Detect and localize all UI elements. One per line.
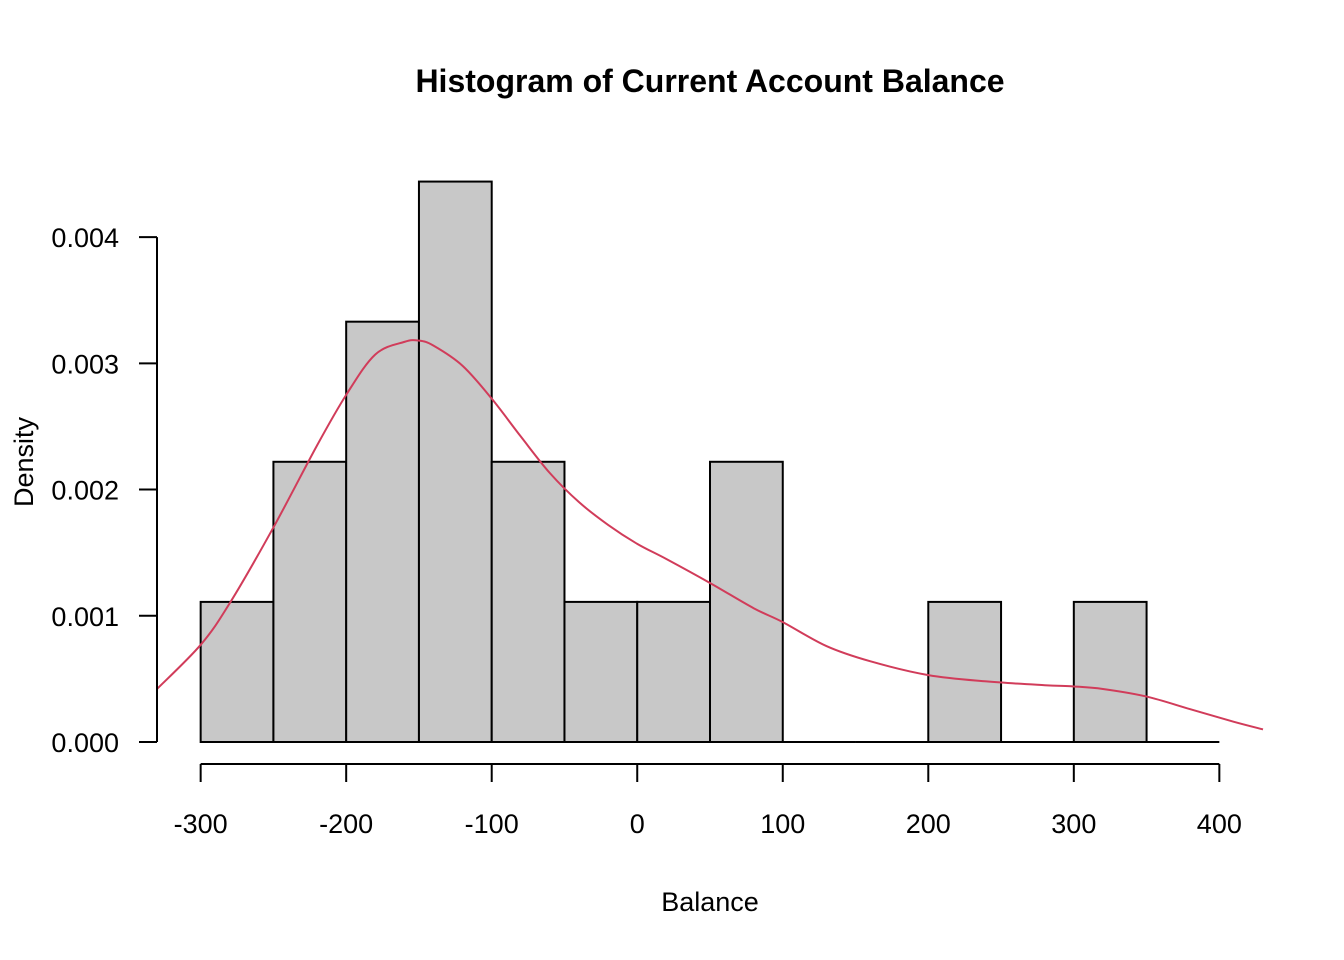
histogram-bar-6: [636, 600, 711, 743]
y-tick-label: 0.002: [51, 476, 119, 506]
x-axis: -300 -200 -100 0 100 200 300 400: [174, 763, 1242, 839]
y-axis-label: Density: [9, 416, 39, 507]
histogram-bar-7: [709, 460, 784, 743]
x-tick-label: -100: [465, 809, 519, 839]
x-tick-label: 100: [760, 809, 805, 839]
x-tick-label: 400: [1197, 809, 1242, 839]
y-tick-label: 0.000: [51, 728, 119, 758]
x-tick-label: 0: [630, 809, 645, 839]
histogram-bar-12: [1072, 600, 1148, 743]
x-tick-label: 200: [906, 809, 951, 839]
histogram-bar-5: [563, 600, 639, 743]
histogram-bar-1: [272, 460, 348, 743]
histogram-bar-4: [490, 460, 566, 743]
y-tick-label: 0.001: [51, 602, 119, 632]
x-tick-label: -300: [174, 809, 228, 839]
x-tick-label: 300: [1051, 809, 1096, 839]
y-axis: 0.000 0.001 0.002 0.003 0.004: [51, 223, 158, 758]
x-tick-label: -200: [319, 809, 373, 839]
x-axis-label: Balance: [661, 887, 759, 917]
histogram-bar-10: [927, 600, 1003, 743]
y-tick-label: 0.003: [51, 349, 119, 379]
density-curve: [156, 339, 1264, 731]
histogram-bar-3: [417, 180, 493, 744]
histogram-bar-0: [199, 600, 275, 743]
chart-title: Histogram of Current Account Balance: [415, 63, 1004, 99]
y-tick-label: 0.004: [51, 223, 119, 253]
histogram-bar-2: [345, 320, 420, 743]
histogram-bars: [199, 180, 1220, 744]
